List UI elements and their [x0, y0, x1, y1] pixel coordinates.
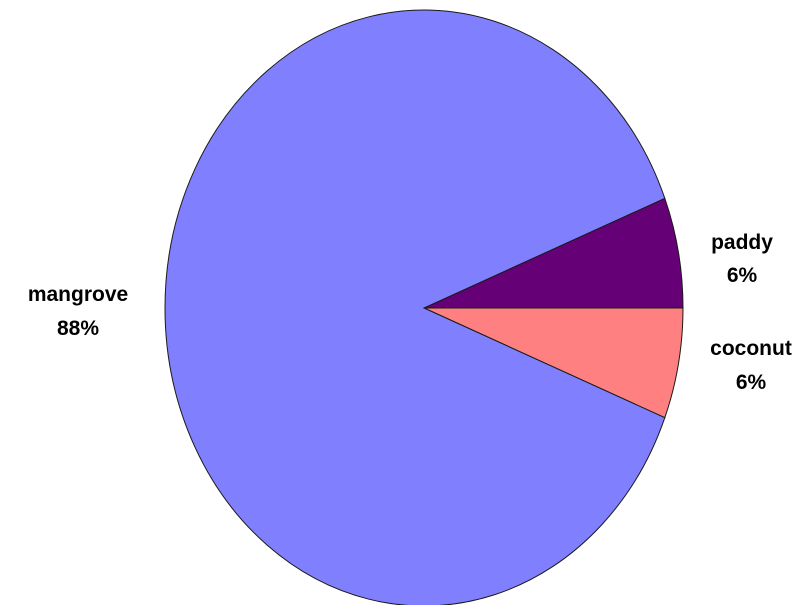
paddy-value-label: 6% [727, 264, 758, 287]
coconut-name-label: coconut [710, 337, 792, 360]
mangrove-value-label: 88% [57, 317, 99, 340]
mangrove-name-label: mangrove [28, 283, 128, 306]
coconut-value-label: 6% [736, 371, 767, 394]
pie-slices [164, 9, 684, 605]
paddy-name-label: paddy [711, 231, 773, 254]
mangrove-slice [164, 9, 666, 605]
